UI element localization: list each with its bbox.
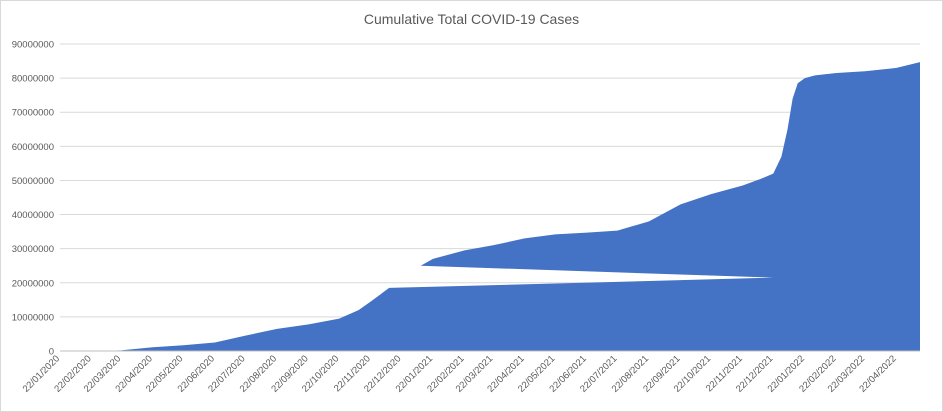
y-tick-label: 20000000 (12, 278, 54, 289)
chart-title: Cumulative Total COVID-19 Cases (363, 11, 580, 27)
area-series (60, 62, 920, 351)
y-tick-label: 0 (49, 347, 54, 358)
y-tick-label: 10000000 (12, 312, 54, 323)
y-tick-label: 70000000 (12, 108, 54, 119)
y-tick-label: 90000000 (12, 40, 54, 51)
y-tick-label: 30000000 (12, 244, 54, 255)
y-tick-label: 60000000 (12, 142, 54, 153)
y-tick-label: 50000000 (12, 176, 54, 187)
y-tick-label: 80000000 (12, 74, 54, 85)
y-tick-label: 40000000 (12, 210, 54, 221)
